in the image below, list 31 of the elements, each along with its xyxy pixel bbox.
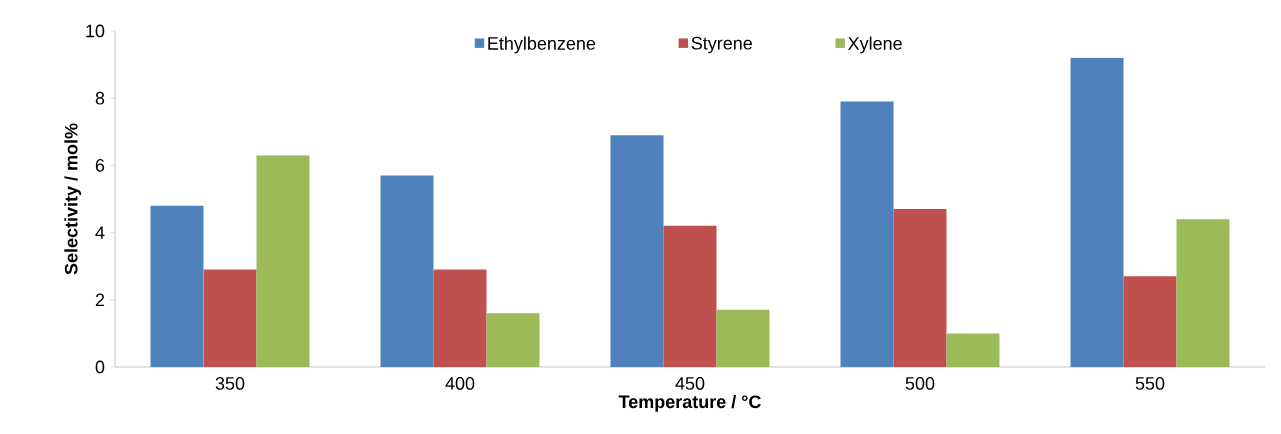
x-tick-label: 550 — [1135, 377, 1165, 390]
x-axis-title: Temperature / °C — [618, 394, 761, 412]
legend-label: Ethylbenzene — [488, 36, 596, 54]
bar — [1070, 57, 1124, 367]
bar — [610, 135, 664, 367]
y-axis-title: Selectivity / mol% — [64, 123, 82, 275]
bar — [203, 269, 257, 367]
bar — [380, 175, 434, 367]
bar — [433, 269, 487, 367]
bar — [486, 313, 540, 367]
bar — [946, 333, 1000, 367]
x-tick-label: 450 — [675, 377, 705, 390]
x-tick-label: 400 — [445, 377, 475, 390]
y-tick-label: 8 — [95, 91, 105, 105]
bar — [716, 309, 770, 367]
x-tick-label: 500 — [905, 377, 935, 390]
y-tick-label: 0 — [95, 360, 105, 374]
bar — [663, 225, 717, 367]
y-tick-label: 6 — [95, 159, 105, 172]
bar — [840, 101, 894, 367]
bar — [256, 155, 310, 367]
y-tick-label: 2 — [95, 293, 105, 307]
legend-label: Styrene — [691, 36, 752, 54]
bar — [893, 209, 947, 367]
x-tick-label: 350 — [215, 377, 245, 390]
bar — [1176, 219, 1230, 367]
legend-label: Xylene — [847, 36, 902, 54]
y-tick-label: 10 — [86, 24, 105, 38]
bar — [1123, 276, 1177, 367]
y-tick-label: 4 — [95, 226, 105, 239]
bar — [150, 205, 204, 367]
